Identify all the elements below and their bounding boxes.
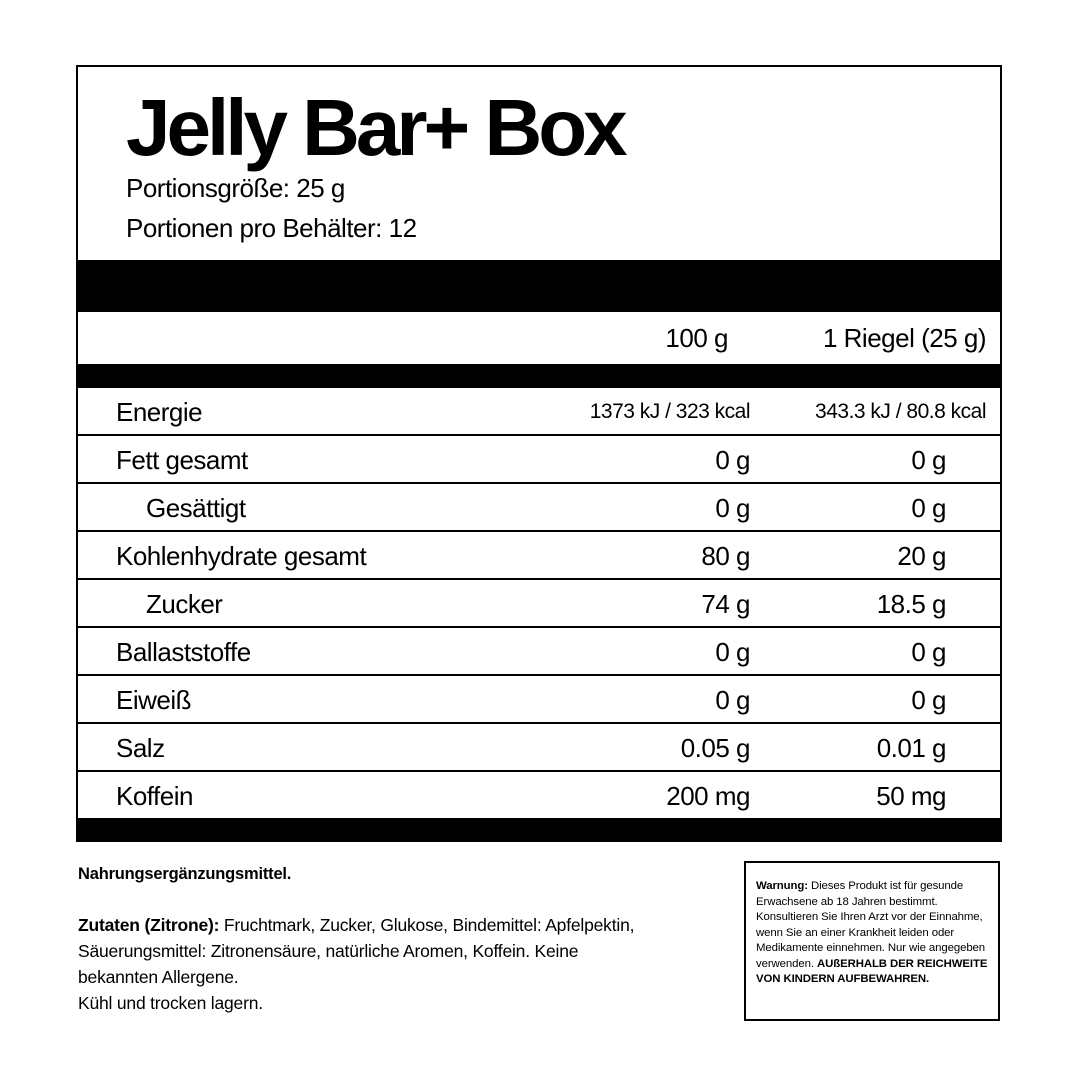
nutrient-name: Ballaststoffe — [116, 637, 251, 667]
table-row: Ballaststoffe 0 g 0 g — [78, 628, 1000, 676]
nutrient-name: Fett gesamt — [116, 445, 248, 475]
value-per-100g: 80 g — [701, 541, 750, 571]
value-per-100g: 74 g — [701, 589, 750, 619]
value-per-bar: 50 mg — [876, 781, 946, 811]
servings-per-container: Portionen pro Behälter: 12 — [126, 213, 417, 243]
warning-bold-text: AUßERHALB DER REICHWEITE VON KINDERN AUF… — [756, 957, 988, 986]
ingredients-label: Zutaten (Zitrone): — [78, 915, 220, 935]
table-row: Koffein 200 mg 50 mg — [78, 772, 1000, 818]
table-row: Gesättigt 0 g 0 g — [78, 484, 1000, 532]
table-row: Salz 0.05 g 0.01 g — [78, 724, 1000, 772]
value-per-100g: 1373 kJ / 323 kcal — [589, 400, 751, 423]
divider-bar — [78, 260, 1000, 312]
value-per-100g: 0 g — [715, 493, 750, 523]
nutrient-name: Koffein — [116, 781, 193, 811]
value-per-bar: 0 g — [911, 685, 946, 715]
nutrient-name: Energie — [116, 397, 203, 427]
value-per-bar: 0.01 g — [876, 733, 947, 763]
column-header-100g: 100 g — [665, 323, 728, 353]
divider-bar — [78, 818, 1000, 840]
table-row: Energie 1373 kJ / 323 kcal 343.3 kJ / 80… — [78, 388, 1000, 436]
warning-box: Warnung: Dieses Produkt ist für gesunde … — [744, 861, 1000, 1021]
value-per-bar: 20 g — [897, 541, 946, 571]
value-per-bar: 0 g — [911, 637, 946, 667]
value-per-100g: 0 g — [715, 445, 750, 475]
value-per-bar: 18.5 g — [876, 589, 947, 619]
value-per-bar: 343.3 kJ / 80.8 kcal — [815, 400, 986, 423]
nutrient-name: Eiweiß — [116, 685, 192, 715]
divider-bar — [78, 364, 1000, 388]
warning-text: Dieses Produkt ist für gesunde Erwachsen… — [756, 880, 986, 970]
nutrient-name: Zucker — [146, 589, 223, 619]
nutrition-label: Jelly Bar+ Box Portionsgröße: 25 g Porti… — [76, 65, 1002, 842]
nutrient-name: Salz — [116, 733, 165, 763]
supplement-note: Nahrungsergänzungsmittel. — [78, 865, 292, 883]
serving-size: Portionsgröße: 25 g — [126, 173, 345, 203]
ingredients-text: Fruchtmark, Zucker, Glukose, Bindemittel… — [78, 915, 635, 987]
value-per-bar: 0 g — [911, 445, 946, 475]
value-per-100g: 0 g — [715, 637, 750, 667]
table-row: Eiweiß 0 g 0 g — [78, 676, 1000, 724]
nutrient-name: Kohlenhydrate gesamt — [116, 541, 367, 571]
column-header-per-bar: 1 Riegel (25 g) — [822, 323, 987, 353]
table-row: Kohlenhydrate gesamt 80 g 20 g — [78, 532, 1000, 580]
product-title: Jelly Bar+ Box — [126, 83, 628, 172]
table-row: Fett gesamt 0 g 0 g — [78, 436, 1000, 484]
value-per-100g: 0.05 g — [680, 733, 751, 763]
warning-label: Warnung: — [756, 880, 808, 892]
value-per-100g: 200 mg — [666, 781, 750, 811]
ingredients: Zutaten (Zitrone): Fruchtmark, Zucker, G… — [78, 912, 658, 1016]
value-per-100g: 0 g — [715, 685, 750, 715]
nutrient-name: Gesättigt — [146, 493, 246, 523]
storage-note: Kühl und trocken lagern. — [78, 993, 263, 1013]
value-per-bar: 0 g — [911, 493, 946, 523]
table-row: Zucker 74 g 18.5 g — [78, 580, 1000, 628]
